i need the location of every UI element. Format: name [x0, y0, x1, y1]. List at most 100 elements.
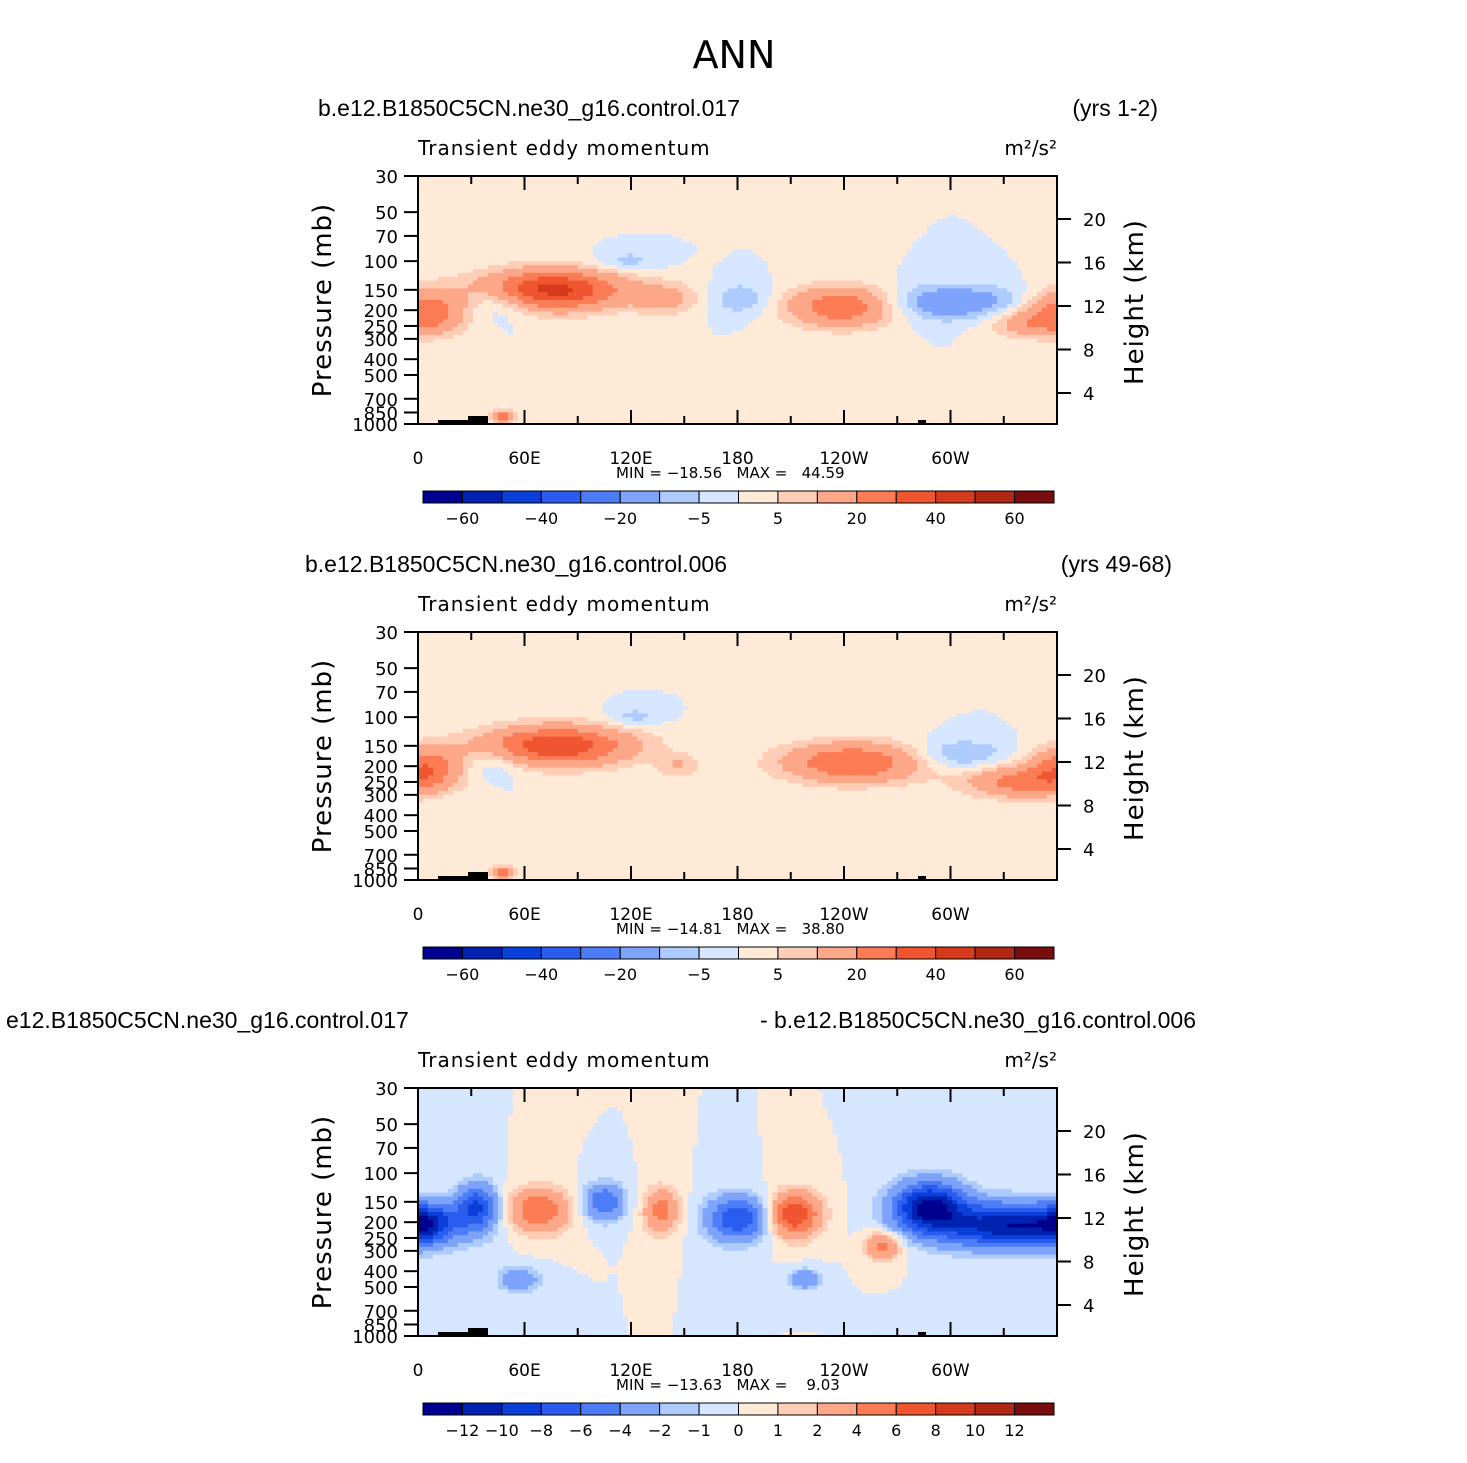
contour-cell — [667, 199, 674, 204]
contour-cell — [952, 319, 958, 324]
contour-cell — [727, 214, 734, 220]
contour-cell — [912, 280, 918, 286]
contour-cell — [797, 249, 803, 255]
contour-cell — [657, 249, 664, 255]
contour-cell — [652, 311, 659, 317]
contour-cell — [682, 265, 689, 270]
contour-cell — [532, 199, 539, 204]
contour-cell — [817, 222, 823, 227]
contour-cell — [727, 218, 734, 224]
contour-cell — [777, 199, 784, 204]
contour-cell — [902, 315, 908, 320]
contour-cell — [427, 276, 434, 282]
contour-cell — [418, 303, 424, 309]
contour-cell — [697, 179, 704, 185]
contour-cell — [847, 300, 853, 305]
contour-cell — [447, 319, 454, 324]
contour-cell — [1007, 257, 1013, 262]
contour-cell — [922, 187, 928, 193]
contour-cell — [552, 280, 559, 286]
contour-cell — [812, 296, 818, 301]
contour-cell — [982, 280, 988, 286]
contour-cell — [927, 226, 933, 231]
contour-cell — [792, 303, 798, 309]
contour-cell — [952, 222, 958, 227]
contour-cell — [957, 249, 963, 255]
contour-cell — [512, 191, 519, 196]
contour-cell — [897, 176, 903, 181]
contour-cell — [822, 199, 828, 204]
contour-cell — [797, 238, 803, 243]
contour-cell — [997, 207, 1003, 212]
contour-cell — [822, 319, 828, 324]
contour-cell — [487, 284, 494, 289]
contour-cell — [502, 284, 509, 289]
contour-cell — [747, 300, 754, 305]
contour-cell — [552, 272, 559, 278]
contour-cell — [467, 269, 474, 274]
contour-cell — [597, 199, 604, 204]
contour-cell — [1032, 296, 1038, 301]
contour-cell — [497, 288, 504, 293]
contour-cell — [687, 238, 694, 243]
contour-cell — [418, 272, 424, 278]
contour-cell — [872, 179, 878, 185]
contour-cell — [1032, 241, 1038, 247]
contour-cell — [487, 276, 494, 282]
contour-cell — [742, 230, 749, 235]
contour-cell — [577, 315, 584, 320]
contour-cell — [587, 199, 594, 204]
contour-cell — [717, 210, 724, 216]
contour-cell — [987, 311, 993, 317]
contour-cell — [492, 288, 499, 293]
contour-cell — [422, 315, 429, 320]
contour-cell — [982, 210, 988, 216]
contour-cell — [802, 183, 808, 189]
contour-cell — [747, 234, 754, 239]
contour-cell — [627, 253, 634, 258]
contour-cell — [912, 265, 918, 270]
contour-cell — [557, 280, 564, 286]
contour-cell — [932, 253, 938, 258]
contour-cell — [457, 234, 464, 239]
contour-cell — [757, 176, 764, 181]
contour-cell — [677, 230, 684, 235]
contour-cell — [547, 249, 554, 255]
contour-cell — [642, 199, 649, 204]
contour-cell — [612, 269, 619, 274]
contour-cell — [1017, 191, 1023, 196]
contour-cell — [742, 311, 749, 317]
contour-cell — [972, 315, 978, 320]
contour-cell — [752, 203, 759, 208]
contour-cell — [1042, 222, 1048, 227]
contour-cell — [812, 199, 818, 204]
contour-cell — [867, 311, 873, 317]
contour-cell — [697, 241, 704, 247]
contour-cell — [432, 300, 439, 305]
contour-cell — [887, 269, 893, 274]
contour-cell — [682, 315, 689, 320]
contour-cell — [582, 307, 589, 313]
contour-cell — [597, 222, 604, 227]
contour-cell — [647, 207, 654, 212]
contour-cell — [1047, 296, 1053, 301]
contour-cell — [467, 222, 474, 227]
contour-cell — [872, 241, 878, 247]
contour-cell — [577, 307, 584, 313]
contour-cell — [1052, 241, 1058, 247]
contour-cell — [982, 230, 988, 235]
contour-cell — [837, 226, 843, 231]
contour-cell — [617, 307, 624, 313]
contour-cell — [977, 265, 983, 270]
contour-cell — [522, 226, 529, 231]
contour-cell — [862, 187, 868, 193]
contour-cell — [662, 191, 669, 196]
contour-cell — [457, 183, 464, 189]
contour-cell — [992, 303, 998, 309]
contour-cell — [607, 176, 614, 181]
contour-cell — [787, 261, 794, 266]
contour-cell — [802, 187, 808, 193]
contour-cell — [992, 261, 998, 266]
contour-cell — [757, 203, 764, 208]
contour-cell — [727, 183, 734, 189]
